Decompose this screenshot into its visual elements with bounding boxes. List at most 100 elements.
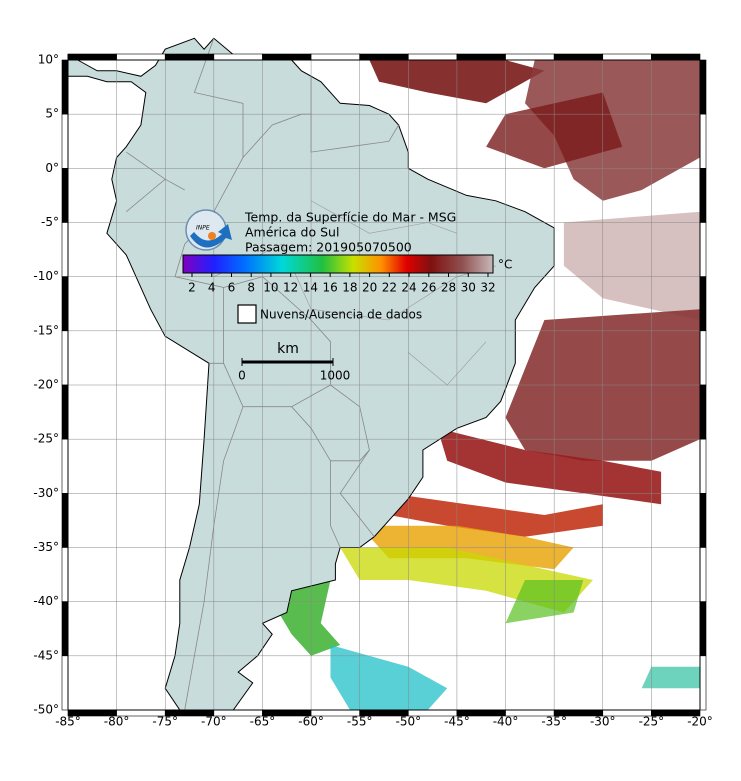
legend-label: Nuvens/Ausencia de dados xyxy=(260,308,422,322)
frame-segment xyxy=(213,53,263,61)
lat-label: -20° xyxy=(33,378,59,392)
lon-label: -75° xyxy=(152,715,178,729)
sst-patch xyxy=(388,493,603,537)
frame-segment xyxy=(262,53,312,61)
svg-text:INPE: INPE xyxy=(196,225,210,232)
colorbar-label: 16 xyxy=(322,281,337,295)
state-border xyxy=(310,200,458,234)
colorbar-unit: °C xyxy=(498,258,512,272)
colorbar-label: 20 xyxy=(362,281,377,295)
border xyxy=(184,406,244,711)
frame-segment xyxy=(699,547,707,602)
border xyxy=(126,151,166,180)
frame-segment xyxy=(164,53,215,61)
lon-label: -30° xyxy=(590,715,616,729)
lat-label: -30° xyxy=(33,486,59,500)
frame-segment xyxy=(699,438,707,494)
colorbar-label: 14 xyxy=(303,281,318,295)
colorbar-label: 30 xyxy=(461,281,476,295)
frame-segment xyxy=(553,53,604,61)
frame-segment xyxy=(699,655,707,711)
lat-label: -40° xyxy=(33,594,59,608)
colorbar-label: 12 xyxy=(283,281,298,295)
lat-label: -15° xyxy=(33,323,59,337)
sst-patch xyxy=(563,211,700,320)
lat-label: -25° xyxy=(33,432,59,446)
lat-label: -5° xyxy=(41,215,59,229)
sst-patch xyxy=(641,666,700,689)
region: América do Sul xyxy=(245,225,339,240)
lat-label: -45° xyxy=(33,648,59,662)
imagery xyxy=(67,37,700,711)
frame-segment xyxy=(61,59,69,115)
frame-segment xyxy=(699,222,707,277)
lat-label: -35° xyxy=(33,540,59,554)
colorbar-label: 26 xyxy=(421,281,436,295)
frame-segment xyxy=(699,59,707,115)
title: Temp. da Superfície do Mar - MSG xyxy=(244,210,456,225)
lat-label: -50° xyxy=(33,703,59,717)
colorbar-label: 8 xyxy=(247,281,255,295)
sst-patch xyxy=(330,645,448,710)
frame-segment xyxy=(505,53,555,61)
lon-label: -50° xyxy=(396,715,422,729)
lon-label: -25° xyxy=(639,715,665,729)
legend-swatch xyxy=(237,304,257,324)
lat-label: 0° xyxy=(45,161,59,175)
colorbar-label: 4 xyxy=(208,281,216,295)
lon-label: -85° xyxy=(55,715,81,729)
border xyxy=(174,38,244,364)
frame-segment xyxy=(699,384,707,440)
lat-label: 5° xyxy=(45,107,59,121)
scale-unit: km xyxy=(277,341,299,357)
frame-segment xyxy=(61,438,69,494)
lat-label: 10° xyxy=(38,53,59,67)
lat-label: -10° xyxy=(33,269,59,283)
frame-segment xyxy=(408,53,458,61)
lon-label: -45° xyxy=(444,715,470,729)
colorbar-label: 6 xyxy=(228,281,236,295)
state-border xyxy=(213,243,496,321)
colorbar-label: 18 xyxy=(342,281,357,295)
border xyxy=(330,460,341,548)
colorbar-label: 32 xyxy=(480,281,495,295)
lon-label: -60° xyxy=(298,715,324,729)
pass-time: Passagem: 201905070500 xyxy=(245,240,412,255)
frame-border xyxy=(67,59,701,711)
frame-segment xyxy=(310,53,360,61)
frame-segment xyxy=(699,330,707,386)
logo: INPE xyxy=(185,209,232,251)
frame-segment xyxy=(456,53,506,61)
colorbar-ticks: 2 4 6 8 10 12 14 16 18 20 22 24 26 28 30 32 xyxy=(188,273,496,295)
lon-label: -80° xyxy=(104,715,130,729)
frame-segment xyxy=(61,113,69,169)
frame-segment xyxy=(699,601,707,657)
frame-segment xyxy=(67,53,117,61)
lon-label: -70° xyxy=(201,715,227,729)
colorbar-label: 10 xyxy=(263,281,278,295)
scale-label: 0 xyxy=(238,369,246,383)
frame-segment xyxy=(699,113,707,169)
frame-segment xyxy=(61,330,69,386)
frame-segment xyxy=(61,168,69,223)
lon-label: -55° xyxy=(347,715,373,729)
lon-label: -40° xyxy=(493,715,519,729)
frame xyxy=(61,53,707,717)
frame-segment xyxy=(359,53,409,61)
frame-segment xyxy=(61,222,69,277)
frame-segment xyxy=(61,547,69,602)
frame-segment xyxy=(699,168,707,223)
sst-patch xyxy=(437,428,662,505)
colorbar xyxy=(182,254,494,274)
frame-segment xyxy=(61,384,69,440)
scale-label: 1000 xyxy=(320,369,351,383)
frame-segment xyxy=(602,53,652,61)
frame-segment xyxy=(61,493,69,548)
frame-segment xyxy=(61,276,69,332)
colorbar-label: 2 xyxy=(188,281,196,295)
lon-label: -65° xyxy=(250,715,276,729)
frame-segment xyxy=(699,493,707,548)
frame-segment xyxy=(651,53,701,61)
frame-segment xyxy=(116,53,166,61)
